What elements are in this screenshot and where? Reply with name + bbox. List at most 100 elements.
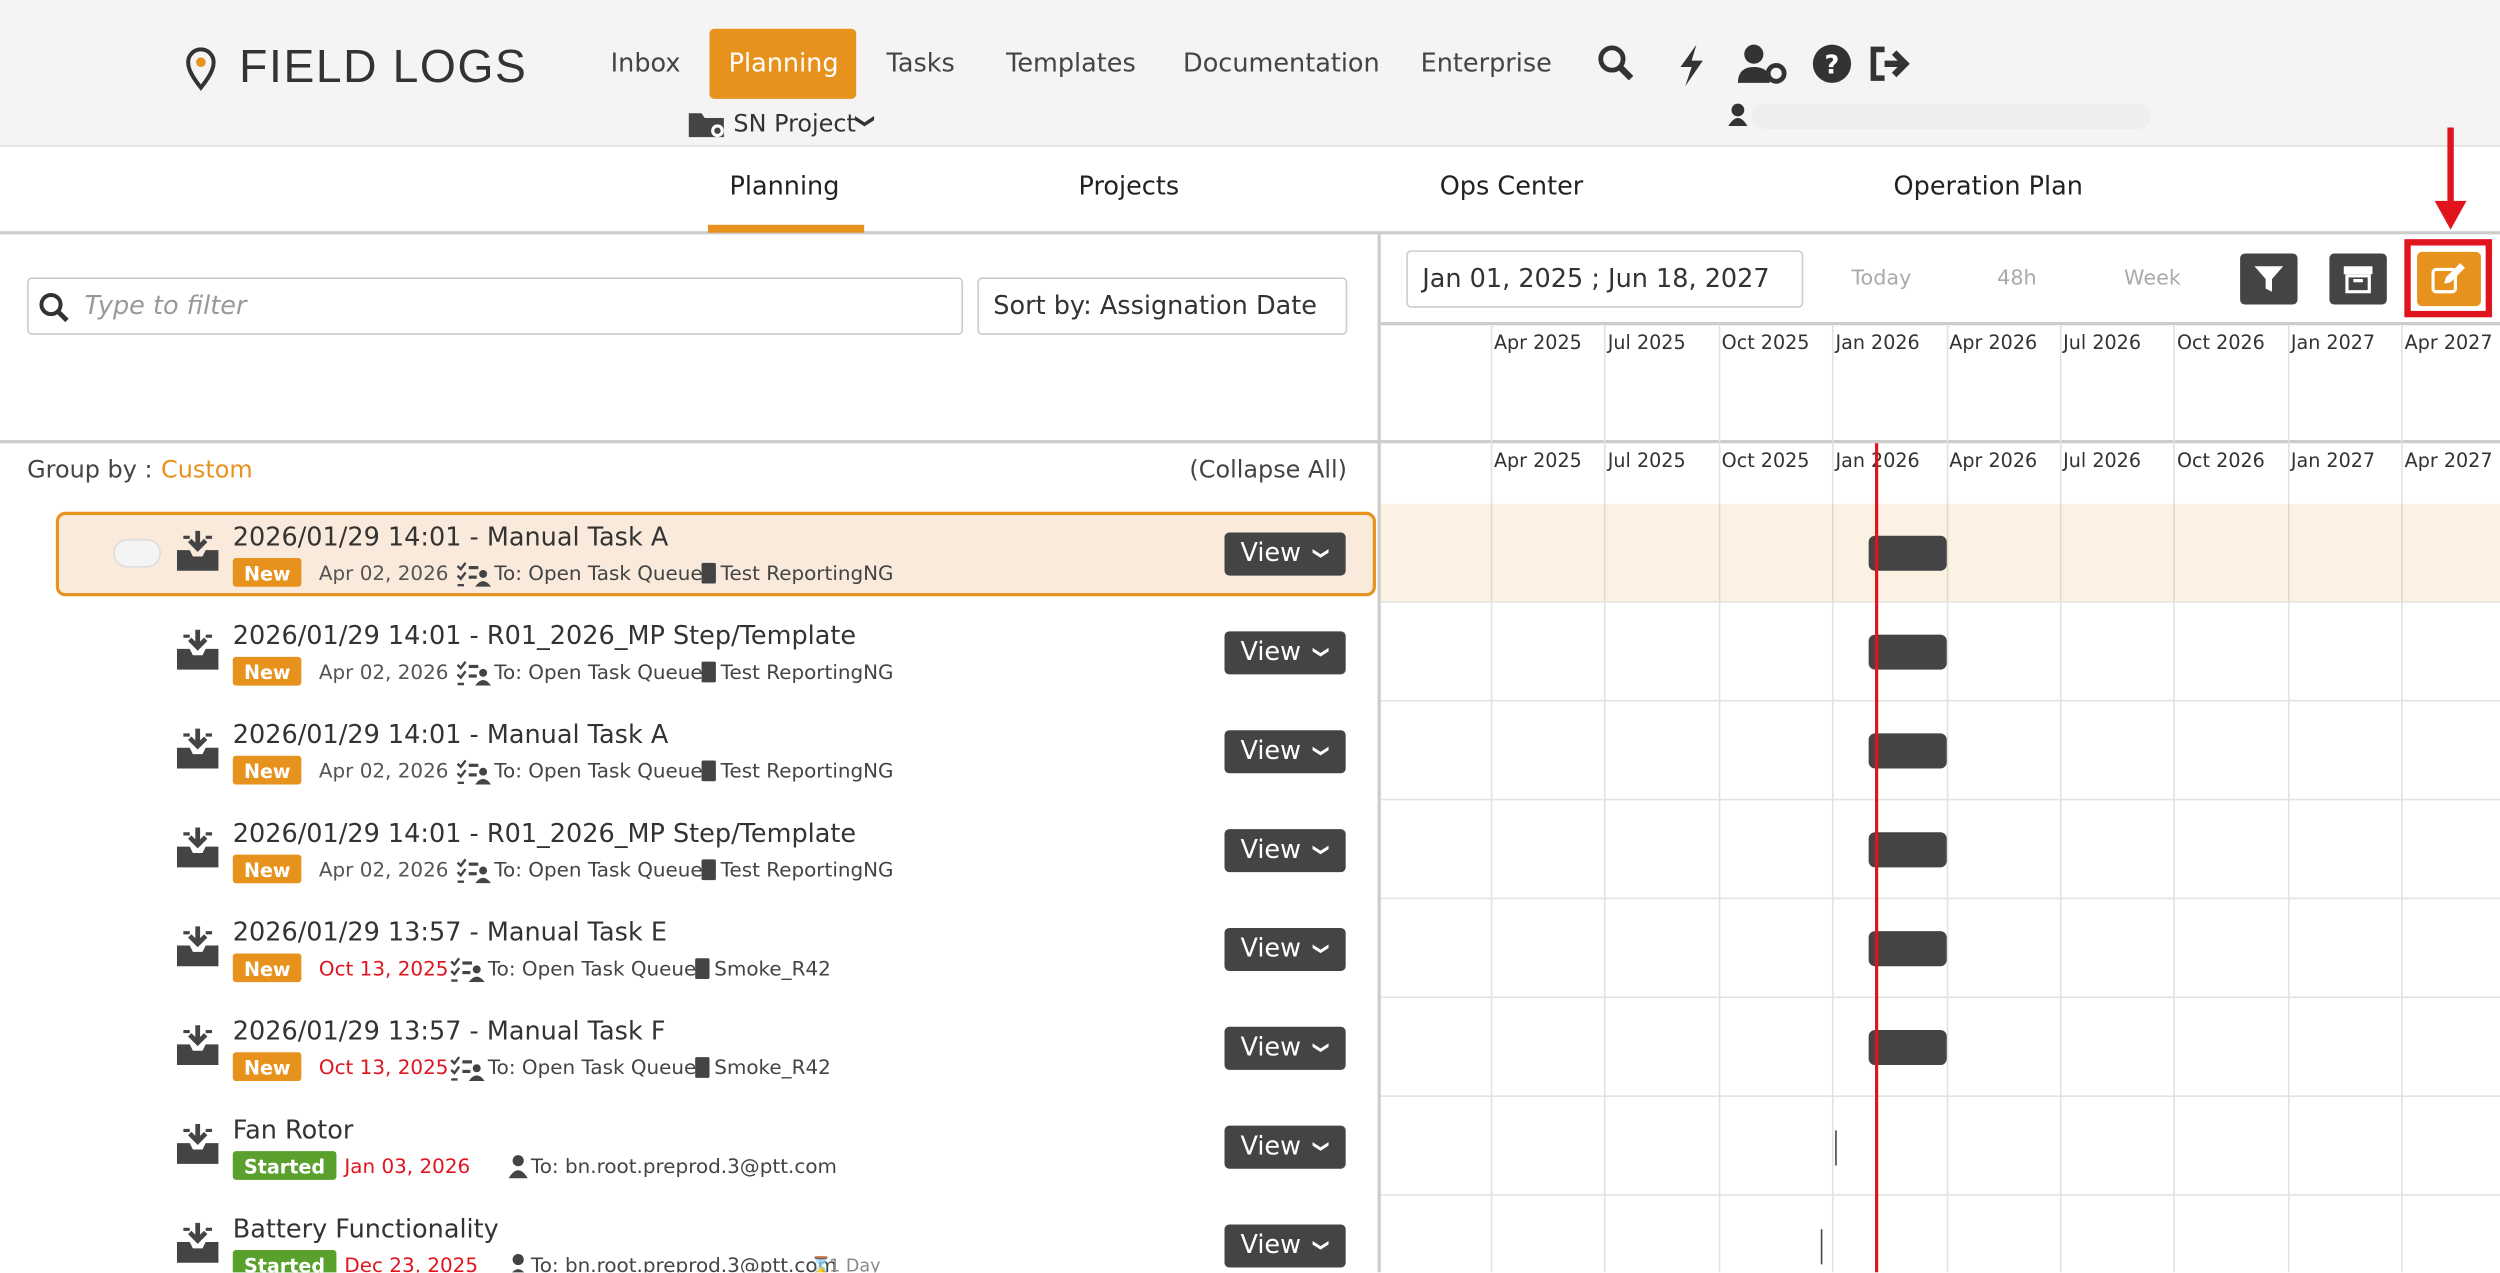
- template: Test ReportingNG: [720, 857, 894, 882]
- zoom-button[interactable]: Today: [1851, 267, 1912, 291]
- nav-item[interactable]: Planning: [728, 47, 839, 79]
- view-button[interactable]: [1224, 730, 1346, 774]
- panel-divider: [1377, 234, 1381, 1273]
- nav-item[interactable]: Documentation: [1183, 47, 1380, 79]
- month-label: Apr 2026: [1949, 449, 2038, 472]
- template-icon: [695, 958, 710, 979]
- nav-item[interactable]: Enterprise: [1420, 47, 1552, 79]
- month-label: Jul 2026: [2063, 331, 2142, 354]
- arrow-annotation: [2434, 127, 2467, 230]
- logo: FIELD LOGS: [239, 42, 528, 94]
- logo-icon: [186, 47, 216, 91]
- assignee-icon: [456, 858, 492, 884]
- sort-select[interactable]: [977, 277, 1348, 335]
- view-button[interactable]: [1224, 1026, 1346, 1070]
- view-label: View: [1240, 636, 1301, 667]
- duration-icon: ⌛: [809, 1255, 832, 1273]
- search-placeholder: Type to filter: [84, 290, 247, 321]
- assignee-icon: [508, 1154, 544, 1180]
- search-icon: [39, 292, 69, 323]
- view-chevron: ❯: [1311, 1139, 1330, 1154]
- task-title[interactable]: 2026/01/29 13:57 - Manual Task F: [232, 1015, 666, 1046]
- view-button[interactable]: [1224, 1125, 1346, 1169]
- row-separator: [1380, 996, 2500, 999]
- view-chevron: ❯: [1311, 1040, 1330, 1055]
- nav-item[interactable]: Templates: [1006, 47, 1136, 79]
- search-box[interactable]: [27, 277, 964, 335]
- view-chevron: ❯: [1311, 843, 1330, 857]
- archive-button[interactable]: [2329, 253, 2387, 305]
- task-title[interactable]: 2026/01/29 14:01 - R01_2026_MP Step/Temp…: [232, 620, 857, 651]
- task-title[interactable]: 2026/01/29 14:01 - R01_2026_MP Step/Temp…: [232, 817, 857, 849]
- nav-item[interactable]: Inbox: [610, 47, 681, 79]
- due-date: Jan 03, 2026: [344, 1153, 471, 1178]
- view-chevron: ❯: [1311, 1238, 1330, 1252]
- status-badge: New: [232, 656, 302, 686]
- assignee: To: Open Task Queue: [494, 758, 703, 783]
- task-icon: [174, 528, 222, 576]
- view-button[interactable]: [1224, 532, 1346, 576]
- view-button[interactable]: [1224, 1224, 1346, 1268]
- view-label: View: [1240, 735, 1301, 766]
- task-title[interactable]: 2026/01/29 13:57 - Manual Task E: [232, 916, 667, 948]
- due-date: Apr 02, 2026: [318, 560, 449, 585]
- month-label: Jul 2026: [2063, 449, 2142, 472]
- tab-underline: [707, 224, 865, 233]
- view-chevron: ❯: [1311, 546, 1330, 560]
- archive-icon: [2343, 266, 2373, 294]
- sort-label: Sort by: Assignation Date: [993, 290, 1317, 321]
- view-label: View: [1240, 932, 1301, 964]
- due-date: Apr 02, 2026: [318, 659, 449, 684]
- tab[interactable]: Ops Center: [1439, 170, 1584, 201]
- project-selector[interactable]: SN Project: [733, 109, 856, 138]
- status-badge: Started: [232, 1250, 337, 1273]
- tab[interactable]: Projects: [1078, 170, 1180, 201]
- user-icon: [1728, 103, 2151, 130]
- view-label: View: [1240, 833, 1301, 865]
- template: Test ReportingNG: [720, 659, 894, 684]
- view-button[interactable]: [1224, 927, 1346, 971]
- assignee-icon: [450, 957, 485, 983]
- toggle[interactable]: [113, 538, 162, 568]
- tab[interactable]: Operation Plan: [1893, 170, 2083, 201]
- zoom-button[interactable]: Week: [2124, 267, 2181, 291]
- today-line: [1875, 443, 1879, 1273]
- assignee-icon: [456, 759, 492, 785]
- collapse-all[interactable]: (Collapse All): [1189, 455, 1347, 484]
- gantt-bar: [1868, 931, 1947, 967]
- month-label: Apr 2025: [1493, 449, 1582, 472]
- month-label: Jul 2025: [1607, 449, 1686, 472]
- status-badge: Started: [232, 1151, 337, 1180]
- group-value[interactable]: Custom: [161, 455, 253, 484]
- template-icon: [701, 661, 716, 683]
- gantt-bar: [1868, 634, 1947, 670]
- month-label: Apr 2027: [2404, 331, 2493, 354]
- task-title[interactable]: Battery Functionality: [232, 1213, 499, 1244]
- duration: 1 Day: [829, 1255, 881, 1273]
- view-button[interactable]: [1224, 631, 1346, 675]
- chevron: ❯: [854, 113, 877, 130]
- nav-item[interactable]: Tasks: [886, 47, 955, 79]
- row-separator: [1380, 601, 2500, 603]
- month-label: Jul 2025: [1607, 331, 1686, 354]
- assignee: To: bn.root.preprod.3@ptt.com: [530, 1252, 837, 1273]
- gantt-bar: [1868, 1029, 1947, 1066]
- row-separator: [1380, 1095, 2500, 1097]
- month-label: Oct 2025: [1721, 449, 1810, 472]
- template-icon: [695, 1057, 710, 1078]
- header-divider: [0, 440, 1381, 444]
- date-range[interactable]: [1406, 250, 1804, 308]
- due-date: Oct 13, 2025: [318, 1055, 449, 1080]
- task-icon: [174, 627, 222, 675]
- timeline-divider: [1380, 322, 2500, 326]
- tab[interactable]: Planning: [729, 170, 840, 201]
- status-badge: New: [232, 953, 302, 983]
- gantt-bar: [1820, 1229, 1823, 1265]
- zoom-button[interactable]: 48h: [1997, 267, 2037, 291]
- assignee: To: Open Task Queue: [494, 659, 703, 684]
- view-button[interactable]: [1224, 829, 1346, 873]
- task-title[interactable]: 2026/01/29 14:01 - Manual Task A: [232, 719, 669, 750]
- task-title[interactable]: 2026/01/29 14:01 - Manual Task A: [232, 521, 669, 552]
- task-title[interactable]: Fan Rotor: [232, 1114, 354, 1145]
